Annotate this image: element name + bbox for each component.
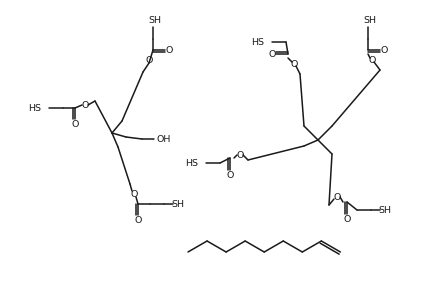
Text: OH: OH (157, 134, 171, 144)
Text: O: O (145, 56, 152, 65)
Text: O: O (333, 192, 341, 202)
Text: SH: SH (363, 15, 377, 25)
Text: O: O (71, 120, 79, 128)
Text: HS: HS (28, 104, 42, 112)
Text: O: O (130, 189, 138, 199)
Text: O: O (343, 215, 351, 223)
Text: O: O (380, 46, 388, 54)
Text: O: O (290, 59, 298, 68)
Text: O: O (236, 150, 244, 160)
Text: O: O (268, 49, 276, 59)
Text: O: O (134, 215, 142, 224)
Text: SH: SH (171, 200, 184, 208)
Text: O: O (165, 46, 173, 54)
Text: HS: HS (251, 38, 264, 46)
Text: HS: HS (186, 158, 198, 168)
Text: O: O (81, 101, 89, 110)
Text: O: O (226, 170, 234, 179)
Text: O: O (368, 56, 376, 65)
Text: SH: SH (149, 15, 161, 25)
Text: SH: SH (378, 205, 392, 215)
